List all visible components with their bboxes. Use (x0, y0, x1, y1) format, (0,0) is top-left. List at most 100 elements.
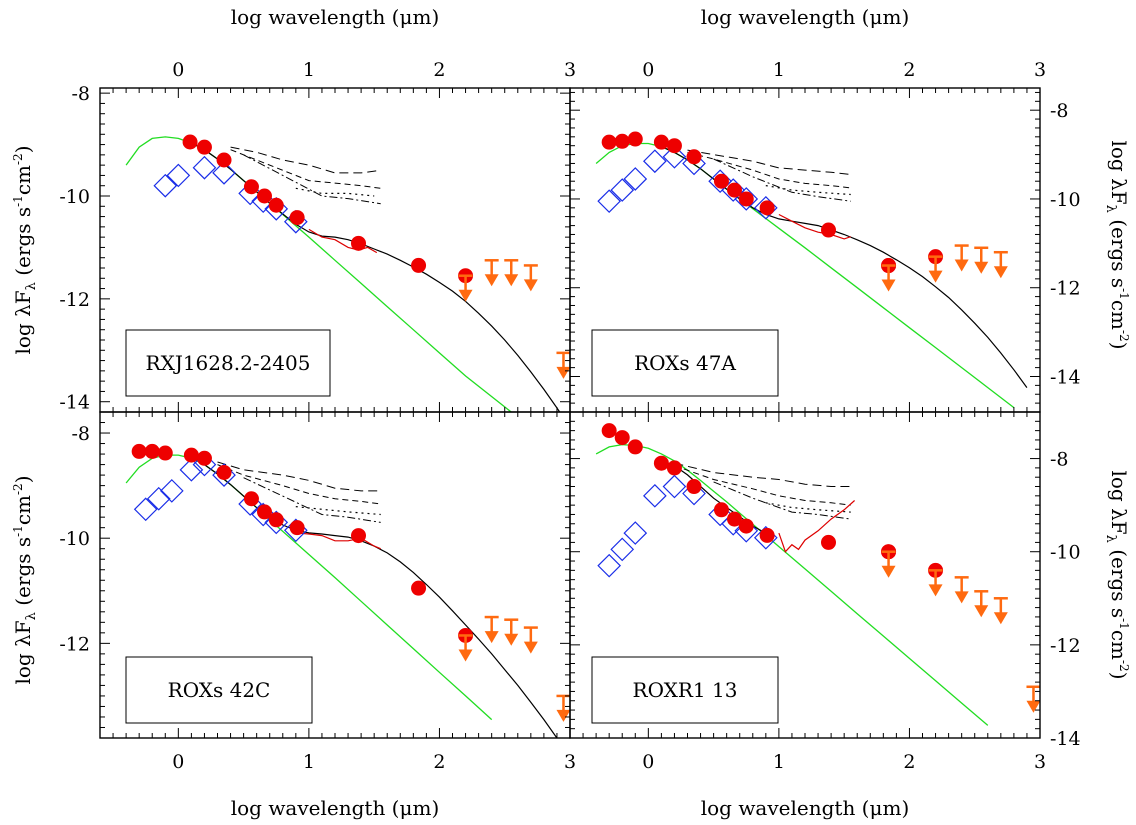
irs-spectrum-line (308, 228, 378, 254)
ylabel-left-bottom: log λFλ (ergs s-1cm-2) (11, 475, 39, 684)
object-label-box (125, 656, 313, 724)
y-tick-label: -10 (1050, 189, 1081, 211)
photometry-point (196, 450, 212, 466)
photometry-point (666, 138, 682, 154)
photometry-point (351, 235, 366, 251)
y-tick-label: -10 (59, 528, 90, 550)
plot-area (595, 423, 1040, 726)
photometry-point (686, 149, 702, 165)
upper-limit-arrow (974, 246, 989, 274)
vlt-diamond (682, 481, 706, 506)
photometry-point (627, 439, 643, 455)
ylabel-main: log λF (11, 290, 35, 354)
y-tick-label: -10 (59, 186, 90, 208)
photometry-point (759, 200, 775, 216)
vlt-diamond (597, 189, 622, 214)
x-tick-label: 3 (1034, 59, 1046, 81)
plot-area (125, 443, 570, 738)
photometry-point (601, 423, 617, 439)
panel-3: 0 1 2 3 -8 -10 -12 ROXs 42C (59, 411, 576, 773)
x-tick-label: 2 (903, 59, 915, 81)
photometry-point (821, 222, 836, 238)
upper-limit-arrow (993, 250, 1008, 279)
x-tick-label: 1 (303, 751, 315, 773)
photometry-point (601, 134, 617, 150)
upper-limit-arrow (993, 597, 1008, 625)
dashed-line (674, 462, 851, 487)
vlt-diamond (192, 452, 217, 477)
x-tick-label: 1 (773, 59, 785, 81)
dotted-line (765, 185, 851, 196)
upper-limit-arrow (881, 550, 896, 578)
photometry-point (216, 152, 232, 168)
dashed-line (687, 151, 851, 189)
irs-spectrum-line (778, 500, 855, 553)
x-tick-label: 0 (172, 751, 184, 773)
top-xlabel-left: log wavelength (μm) (231, 5, 440, 29)
object-label: ROXR1 13 (633, 678, 738, 702)
object-label-box (591, 329, 779, 397)
x-tick-label: 3 (564, 59, 576, 81)
upper-limit-arrow (458, 274, 473, 302)
y-tick-label: -12 (59, 289, 90, 311)
x-tick-label: 1 (303, 59, 315, 81)
bottom-xlabel-right: log wavelength (μm) (701, 796, 910, 820)
top-xlabel-right: log wavelength (μm) (701, 5, 910, 29)
photometry-point (182, 134, 198, 150)
y-tick-label: -8 (71, 83, 90, 105)
photometry-point (727, 182, 742, 198)
photometry-point (614, 430, 630, 446)
upper-limit-arrow (556, 694, 570, 722)
y-tick-label: -14 (59, 392, 90, 414)
photometry-point (411, 580, 427, 596)
upper-limit-arrow (458, 634, 473, 662)
object-label-box (591, 656, 779, 724)
vlt-diamond (610, 178, 635, 202)
photometry-point (727, 511, 742, 527)
photometry-point (653, 134, 669, 150)
x-tick-label: 0 (642, 751, 654, 773)
photometry-point (131, 443, 147, 459)
vlt-diamond (192, 155, 217, 180)
vlt-diamond (597, 553, 622, 578)
photometry-point (713, 173, 729, 189)
upper-limit-arrow (1026, 685, 1040, 713)
vlt-diamond (623, 167, 648, 191)
photometry-point (243, 491, 259, 507)
upper-limit-arrow (928, 255, 943, 283)
dashdot-line (243, 477, 381, 523)
y-tick-label: -14 (1050, 728, 1081, 750)
vlt-diamond (159, 479, 184, 503)
irs-spectrum-line (295, 532, 381, 550)
object-label: ROXs 42C (168, 678, 271, 702)
x-tick-label: 3 (1034, 751, 1046, 773)
photometry-point (738, 191, 754, 207)
ylabel-left-top: log λFλ (ergs s-1cm-2) (11, 145, 39, 354)
plot-area (125, 134, 570, 412)
upper-limit-arrow (881, 264, 896, 292)
photometry-point (713, 502, 729, 518)
svg-text:log λFλ (ergs s-1cm-2): log λFλ (ergs s-1cm-2) (1103, 140, 1131, 349)
ylabel-sub: λ (24, 282, 39, 290)
upper-limit-arrow (974, 590, 989, 618)
photometry-point (759, 527, 775, 543)
vlt-diamond (682, 151, 706, 176)
vlt-diamond (610, 537, 635, 562)
y-tick-label: -10 (1050, 542, 1081, 564)
x-tick-label: 1 (773, 751, 785, 773)
x-tick-label: 2 (433, 59, 445, 81)
panel-1: 0 1 2 3 -8 -10 -12 -14 RXJ1628.2-2405 (59, 59, 576, 414)
vlt-diamond (643, 483, 667, 508)
vlt-diamond (133, 497, 158, 522)
irs-spectrum-line (778, 213, 851, 240)
vlt-diamond (662, 144, 687, 169)
upper-limit-arrow (504, 259, 519, 287)
photometry-point (411, 257, 427, 273)
dotted-line (295, 187, 375, 197)
object-label: RXJ1628.2-2405 (146, 351, 311, 375)
object-label-box (125, 329, 331, 397)
photometry-point (268, 512, 284, 528)
dashed-line (230, 146, 381, 174)
vlt-diamond (212, 161, 236, 185)
x-tick-label: 2 (433, 751, 445, 773)
